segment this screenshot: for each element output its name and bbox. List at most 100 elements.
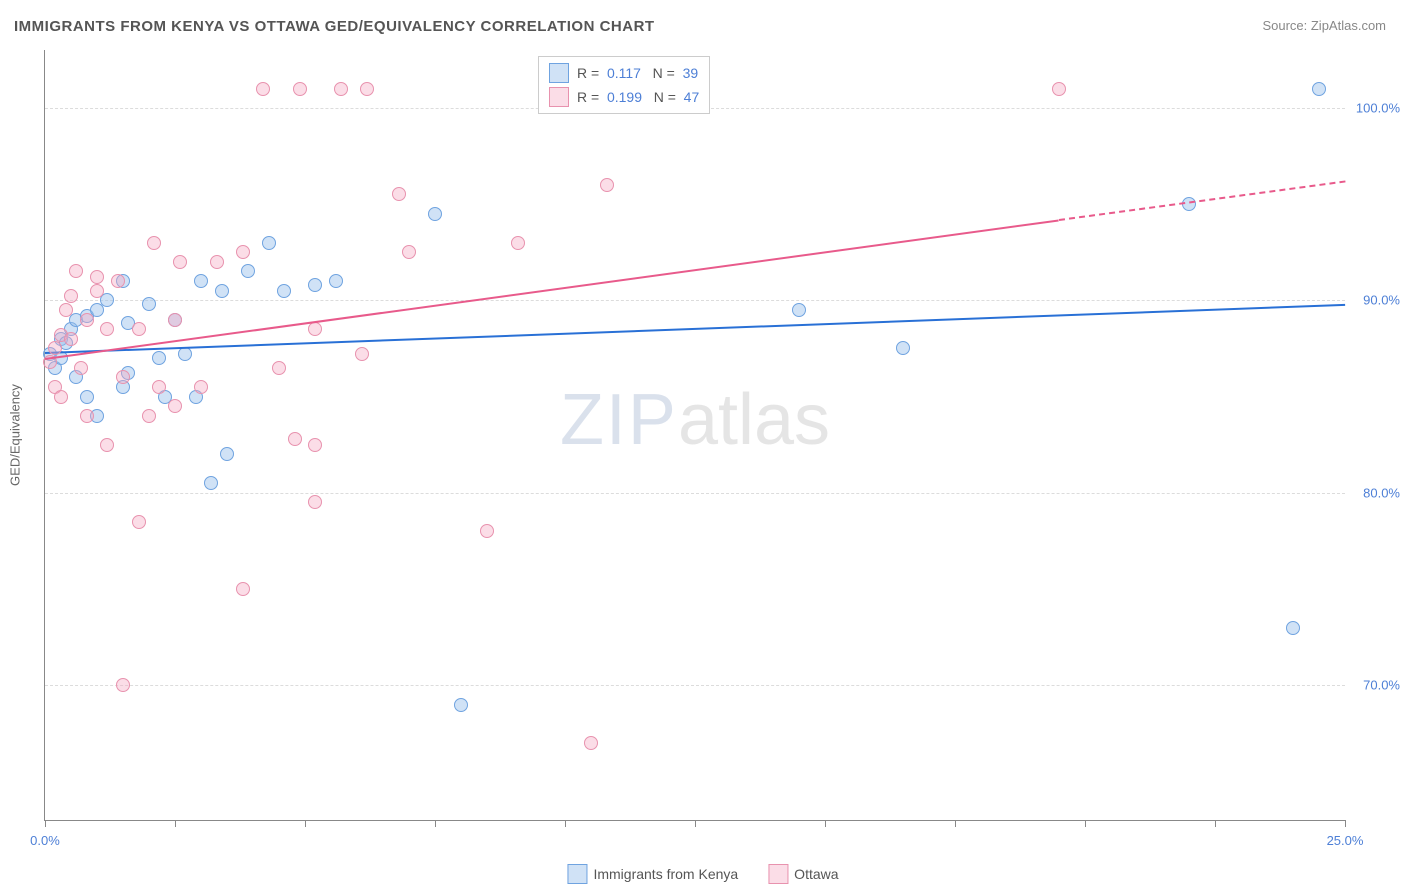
scatter-point <box>80 390 94 404</box>
scatter-point <box>152 380 166 394</box>
scatter-point <box>132 515 146 529</box>
scatter-point <box>1312 82 1326 96</box>
scatter-point <box>600 178 614 192</box>
scatter-point <box>1286 621 1300 635</box>
x-tick <box>435 820 436 827</box>
y-tick-label: 70.0% <box>1363 678 1400 693</box>
gridline <box>45 300 1345 301</box>
legend-bottom: Immigrants from Kenya Ottawa <box>567 864 838 884</box>
chart-plot-area: GED/Equivalency ZIPatlas 70.0%80.0%90.0%… <box>44 50 1345 821</box>
legend-text: R = 0.117 N = 39 <box>577 65 698 81</box>
x-tick-label: 25.0% <box>1327 833 1364 848</box>
scatter-point <box>215 284 229 298</box>
watermark: ZIPatlas <box>560 379 830 461</box>
scatter-point <box>152 351 166 365</box>
legend-label: Ottawa <box>794 866 838 882</box>
correlation-legend: R = 0.117 N = 39 R = 0.199 N = 47 <box>538 56 710 114</box>
scatter-point <box>293 82 307 96</box>
y-tick-label: 100.0% <box>1356 100 1400 115</box>
x-tick <box>955 820 956 827</box>
scatter-point <box>454 698 468 712</box>
x-tick <box>825 820 826 827</box>
scatter-point <box>132 322 146 336</box>
y-tick-label: 90.0% <box>1363 293 1400 308</box>
scatter-point <box>168 399 182 413</box>
scatter-point <box>194 274 208 288</box>
scatter-point <box>80 409 94 423</box>
scatter-point <box>142 297 156 311</box>
trend-line <box>1059 181 1345 221</box>
scatter-point <box>178 347 192 361</box>
x-tick <box>695 820 696 827</box>
scatter-point <box>194 380 208 394</box>
scatter-point <box>288 432 302 446</box>
legend-swatch <box>567 864 587 884</box>
scatter-point <box>277 284 291 298</box>
x-tick <box>1085 820 1086 827</box>
scatter-point <box>584 736 598 750</box>
scatter-point <box>220 447 234 461</box>
scatter-point <box>329 274 343 288</box>
scatter-point <box>173 255 187 269</box>
x-tick <box>45 820 46 827</box>
legend-row: R = 0.199 N = 47 <box>549 85 699 109</box>
scatter-point <box>1052 82 1066 96</box>
scatter-point <box>392 187 406 201</box>
legend-row: R = 0.117 N = 39 <box>549 61 699 85</box>
legend-text: R = 0.199 N = 47 <box>577 89 699 105</box>
legend-swatch <box>549 87 569 107</box>
scatter-point <box>48 341 62 355</box>
y-axis-label: GED/Equivalency <box>8 384 23 486</box>
scatter-point <box>480 524 494 538</box>
scatter-point <box>142 409 156 423</box>
scatter-point <box>236 582 250 596</box>
trend-line <box>45 219 1059 360</box>
scatter-point <box>54 390 68 404</box>
scatter-point <box>100 438 114 452</box>
scatter-point <box>204 476 218 490</box>
scatter-point <box>74 361 88 375</box>
x-tick <box>305 820 306 827</box>
scatter-point <box>111 274 125 288</box>
scatter-point <box>355 347 369 361</box>
legend-item: Immigrants from Kenya <box>567 864 738 884</box>
x-tick <box>1345 820 1346 827</box>
scatter-point <box>428 207 442 221</box>
scatter-point <box>90 270 104 284</box>
scatter-point <box>168 313 182 327</box>
watermark-zip: ZIP <box>560 380 678 460</box>
scatter-point <box>64 289 78 303</box>
scatter-point <box>100 293 114 307</box>
scatter-point <box>402 245 416 259</box>
legend-swatch <box>549 63 569 83</box>
gridline <box>45 493 1345 494</box>
scatter-point <box>147 236 161 250</box>
source-label: Source: ZipAtlas.com <box>1262 18 1386 33</box>
scatter-point <box>308 322 322 336</box>
scatter-point <box>69 264 83 278</box>
x-tick <box>175 820 176 827</box>
scatter-point <box>308 438 322 452</box>
legend-item: Ottawa <box>768 864 838 884</box>
legend-swatch <box>768 864 788 884</box>
scatter-point <box>90 284 104 298</box>
gridline <box>45 685 1345 686</box>
scatter-point <box>308 278 322 292</box>
scatter-point <box>210 255 224 269</box>
scatter-point <box>272 361 286 375</box>
scatter-point <box>896 341 910 355</box>
x-tick-label: 0.0% <box>30 833 60 848</box>
scatter-point <box>64 332 78 346</box>
legend-label: Immigrants from Kenya <box>593 866 738 882</box>
scatter-point <box>116 678 130 692</box>
scatter-point <box>80 313 94 327</box>
scatter-point <box>59 303 73 317</box>
scatter-point <box>116 370 130 384</box>
scatter-point <box>792 303 806 317</box>
scatter-point <box>262 236 276 250</box>
scatter-point <box>236 245 250 259</box>
scatter-point <box>511 236 525 250</box>
scatter-point <box>360 82 374 96</box>
y-tick-label: 80.0% <box>1363 485 1400 500</box>
trend-line <box>45 304 1345 354</box>
